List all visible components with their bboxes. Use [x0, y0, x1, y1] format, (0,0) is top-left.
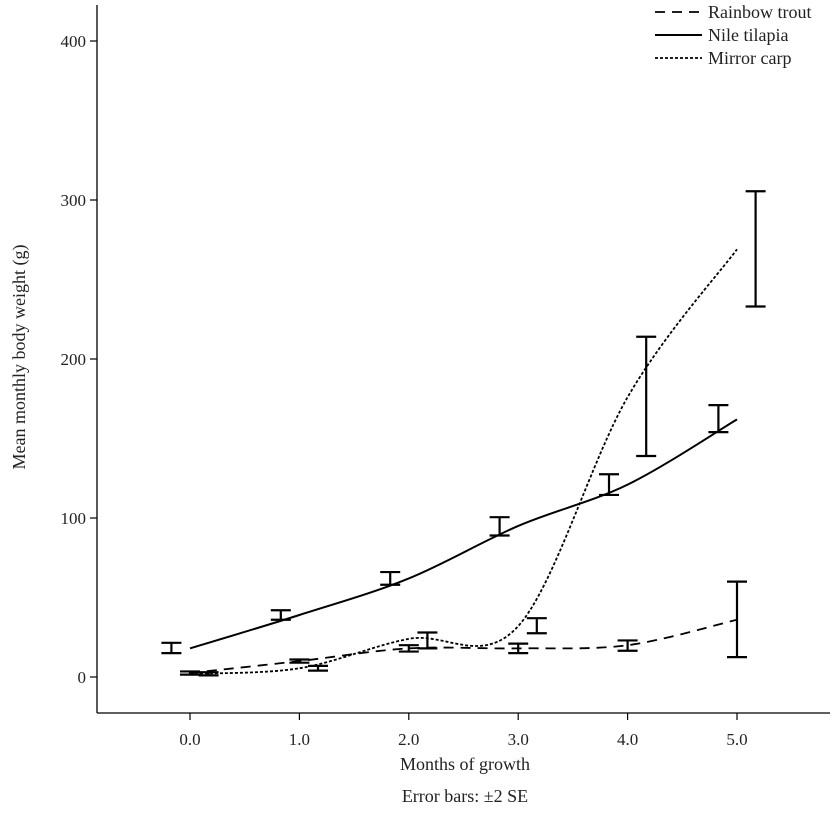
y-axis-title: Mean monthly body weight (g) [9, 245, 30, 470]
series-line-mirror-carp [189, 248, 738, 675]
legend-label-nile-tilapia: Nile tilapia [708, 25, 788, 45]
error-bar-nile-tilapia [708, 404, 729, 434]
error-bar-rainbow-trout [508, 642, 529, 655]
error-bar-nile-tilapia [270, 609, 291, 621]
chart-caption: Error bars: ±2 SE [402, 786, 528, 806]
axes [96, 5, 830, 714]
ticks: 0 100 200 300 400 0.0 1.0 2.0 3.0 4.0 5.0 [61, 32, 748, 749]
error-bar-mirror-carp [417, 631, 438, 650]
x-tick-label: 0.0 [179, 730, 200, 749]
y-tick-label: 0 [78, 668, 87, 687]
x-tick-label: 3.0 [508, 730, 529, 749]
error-bar-mirror-carp [745, 190, 766, 308]
error-bar-mirror-carp [636, 335, 657, 458]
y-tick-label: 400 [61, 32, 87, 51]
error-bar-mirror-carp [198, 671, 219, 677]
error-bar-nile-tilapia [161, 641, 182, 655]
error-bar-nile-tilapia [489, 516, 510, 537]
series-lines [189, 248, 738, 675]
x-tick-label: 1.0 [289, 730, 310, 749]
error-bar-rainbow-trout [727, 580, 747, 659]
series-line-nile-tilapia [189, 418, 738, 650]
error-bars [161, 190, 766, 677]
y-tick-label: 200 [61, 350, 87, 369]
x-tick-label: 4.0 [617, 730, 638, 749]
error-bar-rainbow-trout [289, 658, 310, 664]
legend-label-rainbow-trout: Rainbow trout [708, 2, 812, 22]
x-axis-title: Months of growth [400, 754, 530, 774]
x-tick-label: 2.0 [398, 730, 419, 749]
y-tick-label: 300 [61, 191, 87, 210]
error-bar-nile-tilapia [599, 473, 620, 497]
series-line-rainbow-trout [189, 618, 738, 674]
legend-label-mirror-carp: Mirror carp [708, 48, 791, 68]
error-bar-nile-tilapia [380, 570, 401, 586]
legend: Rainbow trout Nile tilapia Mirror carp [655, 2, 812, 68]
error-bar-mirror-carp [307, 664, 328, 672]
y-tick-label: 100 [61, 509, 87, 528]
error-bar-rainbow-trout [617, 639, 638, 652]
error-bar-rainbow-trout [180, 670, 200, 676]
error-bar-mirror-carp [526, 617, 547, 635]
error-bar-rainbow-trout [398, 644, 419, 653]
x-tick-label: 5.0 [726, 730, 747, 749]
